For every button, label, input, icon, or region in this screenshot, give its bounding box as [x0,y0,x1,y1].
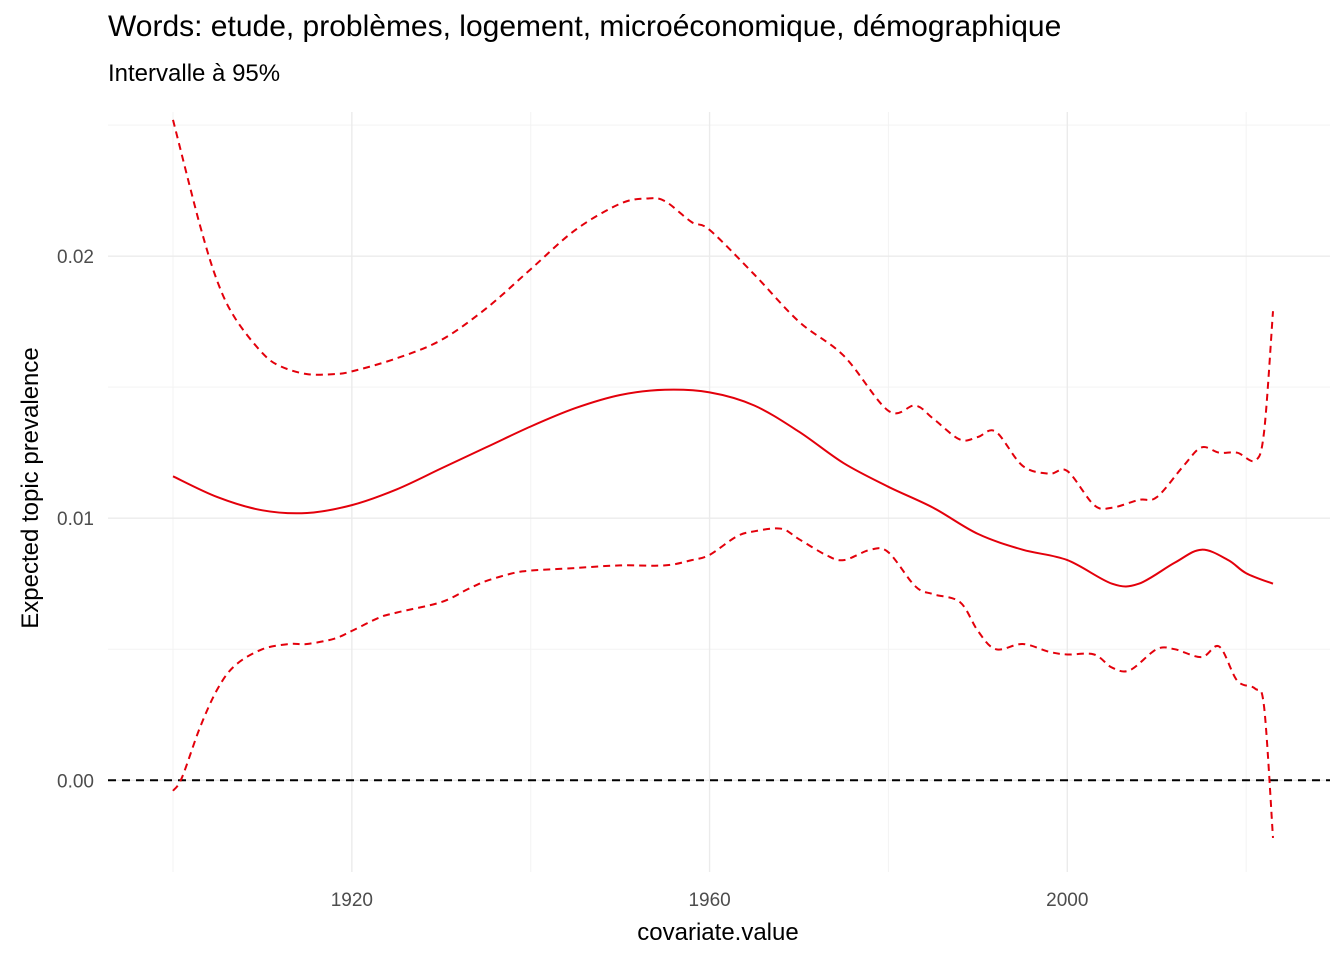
y-axis-label: Expected topic prevalence [17,347,44,629]
major-gridlines [108,112,1330,872]
y-tick-label: 0.02 [57,247,94,268]
x-tick-label: 1920 [331,890,373,911]
chart-title: Words: etude, problèmes, logement, micro… [108,10,1062,43]
chart-subtitle: Intervalle à 95% [108,60,281,87]
x-tick-label: 2000 [1046,890,1088,911]
x-tick-label: 1960 [688,890,730,911]
y-tick-label: 0.01 [57,509,94,530]
minor-gridlines [108,112,1330,872]
series-layer [172,119,1274,838]
y-axis-ticks: 0.00 0.01 0.02 [57,247,94,792]
series-line-lower [172,527,1274,838]
series-line-estimate [172,388,1274,588]
x-axis-label: covariate.value [637,919,798,946]
y-tick-label: 0.00 [57,771,94,792]
x-axis-ticks: 1920 1960 2000 [331,890,1089,911]
series-line-upper [172,119,1274,511]
